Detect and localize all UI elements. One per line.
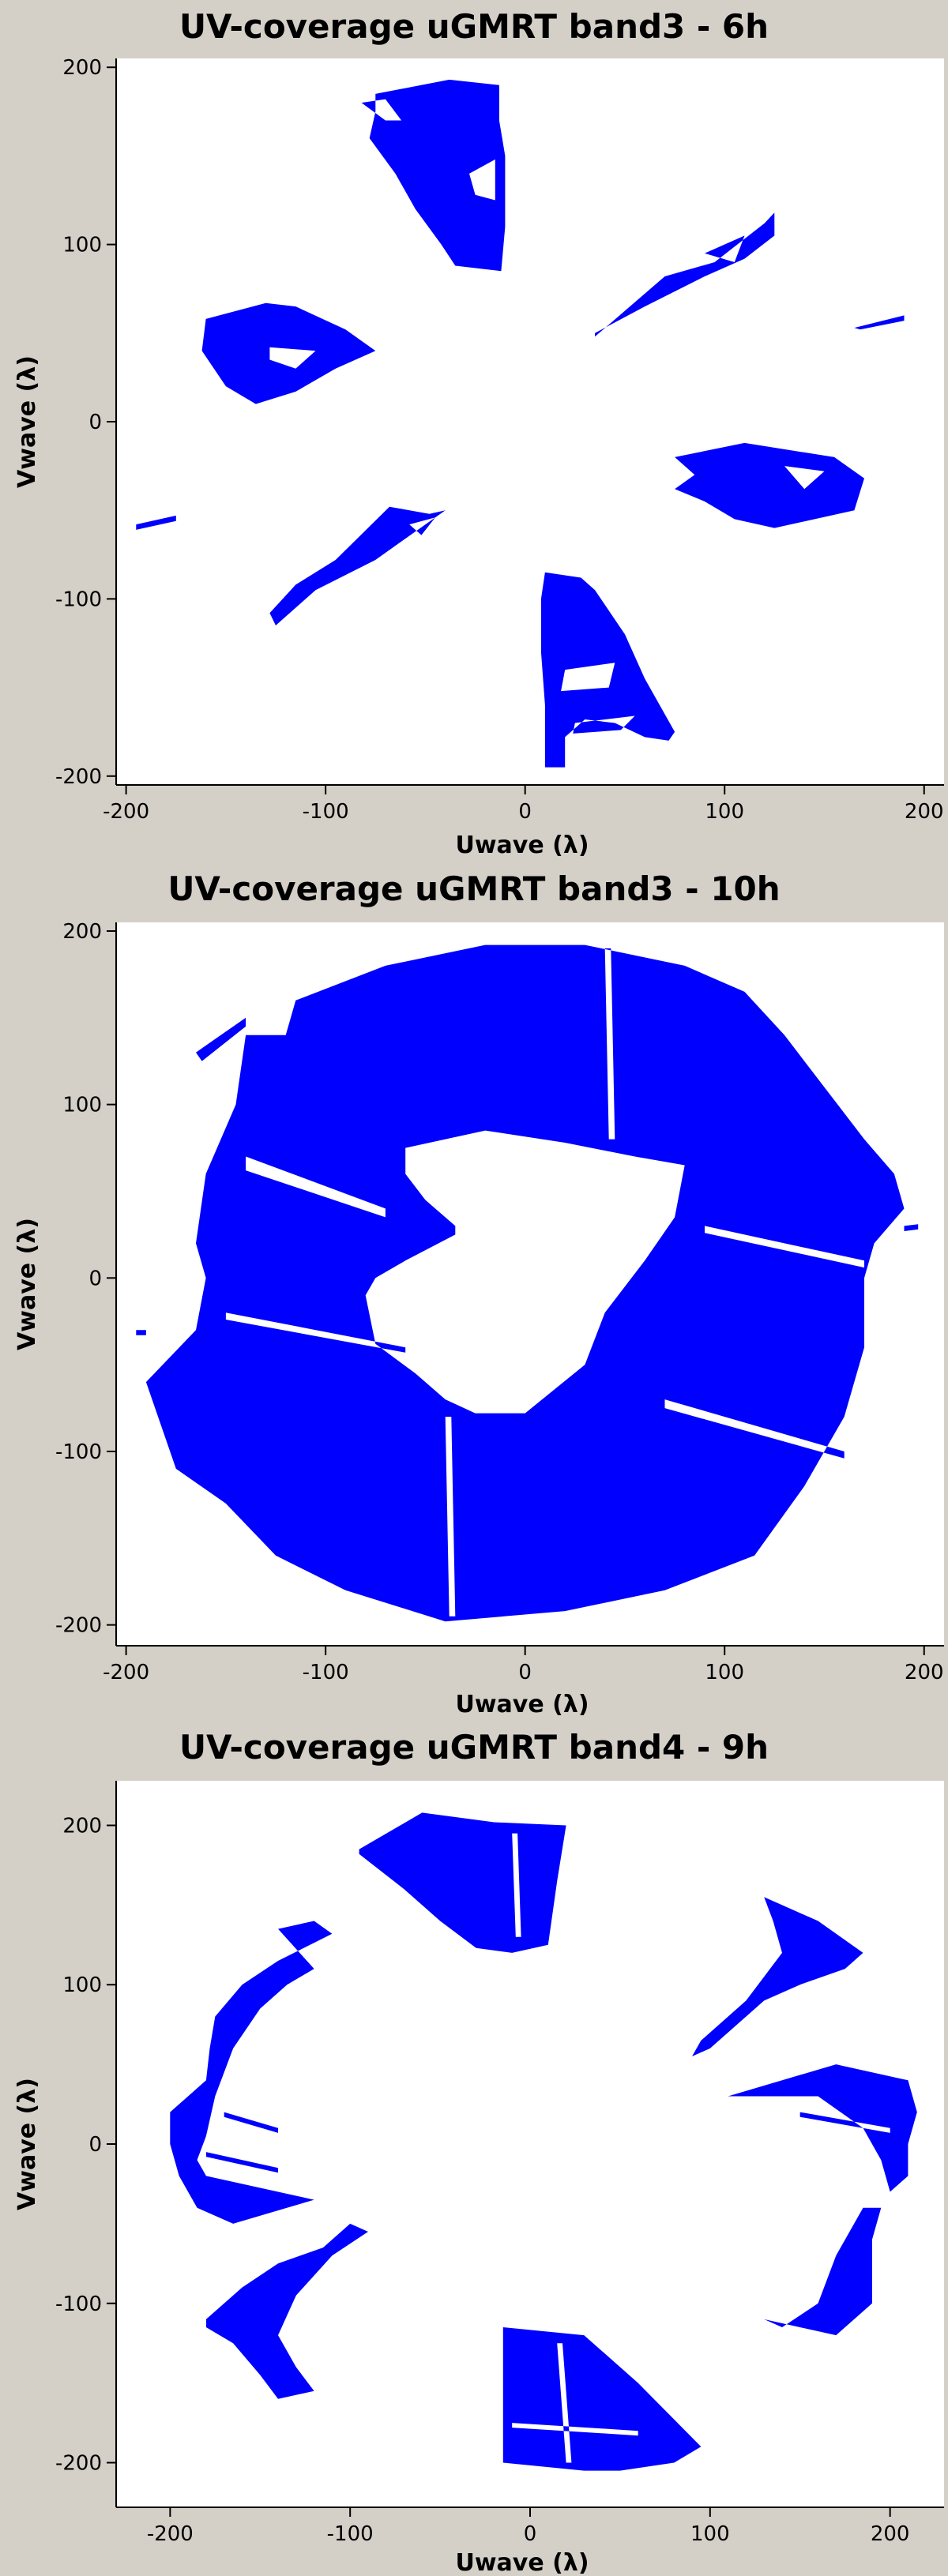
chart-title: UV-coverage uGMRT band3 - 10h — [167, 869, 780, 908]
x-tick-label: -100 — [327, 2522, 374, 2546]
x-tick-label: -200 — [103, 1661, 149, 1684]
x-tick-label: 200 — [871, 2522, 910, 2546]
x-axis-label: Uwave (λ) — [455, 2549, 589, 2576]
y-axis-label: Vwave (λ) — [13, 1218, 41, 1350]
x-tick-label: 0 — [518, 1661, 532, 1684]
uv-plot-svg-1: UV-coverage uGMRT band3 - 6h -200 -100 0 100… — [13, 7, 944, 859]
x-tick-label: -100 — [303, 1661, 349, 1684]
y-tick-label: -200 — [55, 1614, 102, 1638]
uv-panel-2: UV-coverage uGMRT band3 - 10h -200 -100 0 10… — [0, 859, 948, 1718]
uv-panel-1: UV-coverage uGMRT band3 - 6h -200 -100 0 100… — [0, 0, 948, 859]
x-tick-label: -100 — [303, 800, 349, 824]
y-tick-label: 100 — [62, 234, 102, 257]
y-tick-label: 0 — [88, 2133, 102, 2157]
uv-panel-3: UV-coverage uGMRT band4 - 9h -200 -100 0 100… — [0, 1718, 948, 2576]
y-tick-label: -200 — [55, 2452, 102, 2476]
uv-coverage-points — [136, 944, 919, 1622]
y-tick-label: 200 — [62, 56, 102, 80]
uv-coverage-points — [170, 1812, 917, 2471]
uv-coverage-points — [136, 79, 905, 768]
y-tick-label: -100 — [55, 2292, 102, 2316]
x-tick-label: 200 — [905, 1661, 944, 1684]
uv-plot-svg-3: UV-coverage uGMRT band4 - 9h -200 -100 0 100… — [13, 1728, 944, 2576]
y-axis-label: Vwave (λ) — [13, 355, 41, 488]
chart-title: UV-coverage uGMRT band4 - 9h — [179, 1728, 769, 1767]
x-axis-label: Uwave (λ) — [455, 832, 589, 859]
y-tick-label: 200 — [62, 1814, 102, 1838]
y-tick-label: 200 — [62, 920, 102, 944]
y-tick-label: -100 — [55, 1440, 102, 1464]
y-axis-label: Vwave (λ) — [13, 2078, 41, 2210]
x-tick-label: 100 — [705, 800, 744, 824]
chart-title: UV-coverage uGMRT band3 - 6h — [179, 7, 769, 46]
y-tick-label: 100 — [62, 1094, 102, 1117]
x-tick-label: 100 — [690, 2522, 730, 2546]
y-tick-label: 0 — [88, 411, 102, 434]
x-tick-label: -200 — [103, 800, 149, 824]
x-tick-label: 0 — [518, 800, 532, 824]
x-tick-label: 200 — [905, 800, 944, 824]
x-tick-label: 100 — [705, 1661, 744, 1684]
plot-area — [116, 58, 944, 785]
uv-plot-svg-2: UV-coverage uGMRT band3 - 10h -200 -100 0 10… — [13, 869, 944, 1718]
y-tick-label: 0 — [88, 1267, 102, 1290]
y-tick-label: 100 — [62, 1973, 102, 1997]
x-tick-label: 0 — [524, 2522, 537, 2546]
x-tick-label: -200 — [147, 2522, 194, 2546]
y-tick-label: -100 — [55, 588, 102, 611]
x-axis-label: Uwave (λ) — [455, 1691, 589, 1718]
y-tick-label: -200 — [55, 765, 102, 789]
